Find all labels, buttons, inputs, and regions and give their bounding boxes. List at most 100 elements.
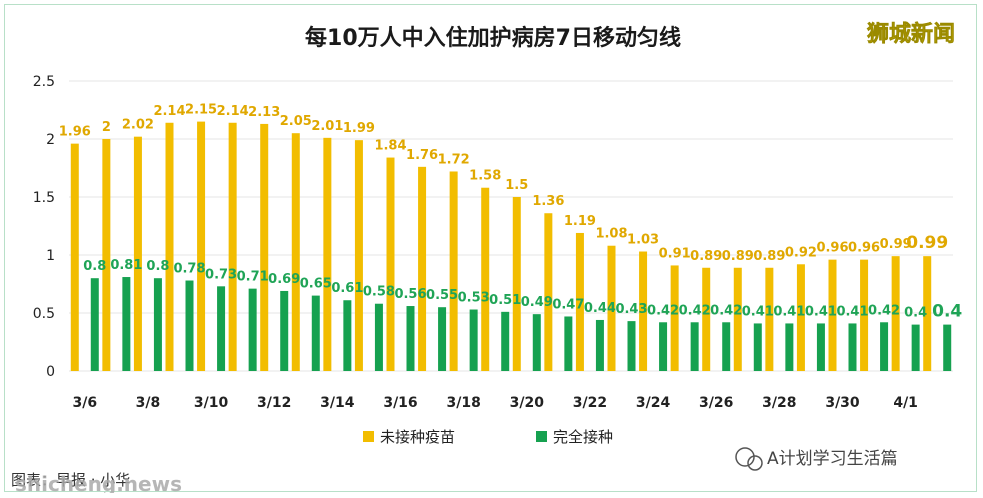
data-label-unvaccinated: 0.91 [659,246,691,261]
chart-svg: 每10万人中入住加护病房7日移动匀线 狮城新闻 00.511.522.5 1.9… [11,21,962,493]
bar-vaccinated [816,323,825,371]
data-label-vaccinated: 0.78 [173,262,205,277]
data-label-unvaccinated: 0.89 [690,249,722,264]
y-tick-label: 1 [46,248,55,264]
x-tick-label: 3/6 [72,395,97,411]
x-tick-label: 3/22 [573,395,607,411]
data-label-vaccinated: 0.73 [205,267,237,282]
x-tick-label: 3/16 [383,395,417,411]
data-label-vaccinated: 0.69 [268,272,300,287]
bar-vaccinated [248,288,257,371]
bar-vaccinated [311,295,320,371]
wechat-icon-secondary [747,455,763,471]
bar-vaccinated [659,322,668,371]
data-label-vaccinated: 0.42 [647,303,679,318]
bar-unvaccinated [228,122,237,371]
wechat-badge: A计划学习生活篇 [735,447,898,471]
bar-unvaccinated [923,256,932,371]
bar-unvaccinated [544,213,553,371]
data-label-vaccinated: 0.61 [331,281,363,296]
bar-unvaccinated [323,137,332,371]
x-tick-label: 3/28 [762,395,796,411]
data-label-vaccinated: 0.42 [710,303,742,318]
bar-unvaccinated [102,139,111,371]
bar-unvaccinated [133,136,142,371]
data-label-unvaccinated: 0.96 [848,241,880,256]
x-tick-label: 4/1 [893,395,918,411]
x-tick-label: 3/10 [194,395,229,411]
bar-vaccinated [595,319,604,371]
x-tick-label: 3/8 [136,395,161,411]
data-label-vaccinated: 0.41 [805,304,837,319]
bar-unvaccinated [291,133,300,371]
data-label-vaccinated: 0.65 [300,277,332,292]
data-label-unvaccinated: 0.92 [785,245,817,260]
data-label-vaccinated: 0.49 [521,295,553,310]
bar-vaccinated [753,323,762,371]
data-label-vaccinated: 0.53 [458,291,490,306]
data-label-unvaccinated: 1.72 [438,152,470,167]
bar-unvaccinated [165,122,174,371]
data-label-vaccinated: 0.71 [237,270,269,285]
data-label-unvaccinated: 2.13 [248,105,280,120]
x-tick-label: 3/24 [636,395,671,411]
bar-vaccinated [438,307,447,371]
bar-unvaccinated [512,197,521,371]
data-label-vaccinated: 0.43 [615,302,647,317]
bar-unvaccinated [639,251,648,371]
legend-swatch-vaccinated [536,431,547,442]
bar-vaccinated [785,323,794,371]
data-label-unvaccinated: 2.14 [217,104,249,119]
data-label-vaccinated: 0.58 [363,285,395,300]
data-label-unvaccinated: 2.02 [122,118,154,133]
bar-vaccinated [90,278,99,371]
x-tick-label: 3/14 [320,395,355,411]
data-label-unvaccinated: 1.96 [59,125,91,140]
data-label-vaccinated: 0.56 [394,287,426,302]
bar-vaccinated [722,322,731,371]
bar-vaccinated [153,278,162,371]
bar-vaccinated [343,300,352,371]
bar-vaccinated [374,303,383,371]
data-label-unvaccinated: 1.03 [627,233,659,248]
bar-unvaccinated [607,245,616,371]
bar-unvaccinated [449,171,458,371]
data-label-unvaccinated: 2.05 [280,114,312,129]
data-label-unvaccinated: 2.14 [153,104,185,119]
bar-unvaccinated [386,157,395,371]
y-tick-label: 2.5 [33,74,55,90]
bar-unvaccinated [354,140,363,371]
data-label-vaccinated: 0.42 [679,303,711,318]
data-label-unvaccinated: 1.76 [406,148,438,163]
x-tick-label: 3/20 [510,395,545,411]
data-label-unvaccinated: 1.5 [505,178,528,193]
source-credit: 图表：早报 · 小华 [11,471,130,489]
bar-vaccinated [280,290,289,371]
bar-unvaccinated [765,267,774,371]
bar-unvaccinated [796,264,805,371]
bar-unvaccinated [860,259,869,371]
bar-unvaccinated [670,265,679,371]
x-tick-label: 3/18 [446,395,480,411]
bar-vaccinated [627,321,636,371]
x-tick-label: 3/30 [825,395,860,411]
x-tick-label: 3/12 [257,395,291,411]
bar-unvaccinated [702,267,711,371]
data-label-vaccinated: 0.41 [742,304,774,319]
data-label-unvaccinated: 2.15 [185,103,217,118]
bar-vaccinated [848,323,857,371]
y-tick-label: 0.5 [33,306,55,322]
data-label-vaccinated: 0.41 [773,304,805,319]
bar-vaccinated [469,309,478,371]
data-label-vaccinated: 0.51 [489,293,521,308]
data-label-unvaccinated: 0.99 [880,237,912,252]
bar-vaccinated [943,324,952,371]
bar-unvaccinated [481,187,490,371]
bar-vaccinated [122,277,131,371]
data-label-vaccinated: 0.41 [836,304,868,319]
legend-label-unvaccinated: 未接种疫苗 [380,428,455,446]
data-label-vaccinated: 0.42 [868,303,900,318]
chart-title: 每10万人中入住加护病房7日移动匀线 [305,25,681,51]
wechat-icon [735,447,755,467]
data-label-unvaccinated: 0.89 [722,249,754,264]
